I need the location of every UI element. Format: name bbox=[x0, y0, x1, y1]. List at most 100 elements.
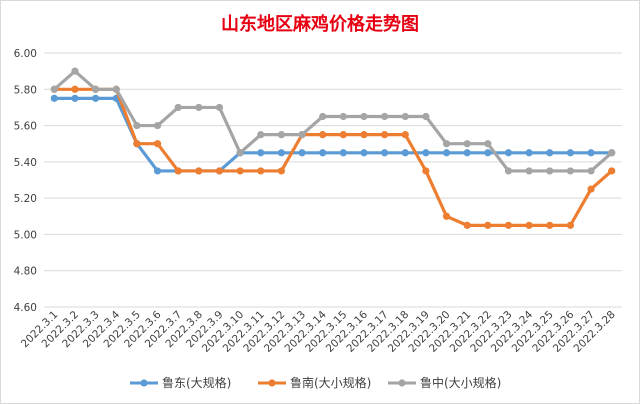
data-point bbox=[442, 212, 451, 220]
data-point bbox=[422, 112, 430, 121]
data-point bbox=[546, 149, 554, 157]
data-point bbox=[277, 131, 285, 139]
legend-swatch-marker bbox=[140, 379, 148, 387]
y-tick-label: 5.40 bbox=[14, 157, 37, 169]
legend-item: 鲁东(大规格) bbox=[130, 375, 231, 390]
data-point bbox=[401, 112, 409, 121]
y-tick-label: 5.60 bbox=[14, 121, 37, 133]
data-point bbox=[381, 149, 389, 157]
gridlines bbox=[44, 52, 622, 308]
data-point bbox=[298, 131, 306, 139]
data-point bbox=[174, 167, 182, 175]
data-point bbox=[525, 167, 533, 175]
data-point bbox=[401, 131, 409, 139]
y-axis-ticks: 6.00 5.80 5.60 5.40 5.20 5.00 4.80 4.60 bbox=[14, 48, 37, 314]
data-point bbox=[50, 85, 58, 93]
legend-swatch-marker bbox=[268, 379, 276, 387]
legend-item: 鲁中(大小规格) bbox=[388, 375, 501, 390]
data-point bbox=[319, 131, 327, 139]
data-point bbox=[112, 85, 120, 93]
data-point bbox=[587, 149, 595, 157]
data-point bbox=[360, 112, 368, 121]
data-point bbox=[92, 94, 100, 102]
data-point bbox=[236, 167, 244, 175]
data-point bbox=[153, 121, 162, 130]
data-point bbox=[546, 167, 554, 175]
data-point bbox=[339, 112, 347, 121]
data-point bbox=[71, 67, 79, 75]
series-line bbox=[52, 96, 614, 173]
data-point bbox=[422, 167, 430, 175]
x-axis-ticks: 2022.3.12022.3.22022.3.32022.3.42022.3.5… bbox=[19, 308, 618, 355]
data-point bbox=[257, 167, 265, 175]
series-line bbox=[52, 87, 614, 227]
data-point bbox=[484, 149, 492, 157]
data-point bbox=[298, 149, 306, 157]
data-point bbox=[257, 149, 265, 157]
series-2 bbox=[50, 85, 616, 229]
data-point bbox=[401, 149, 409, 157]
data-point bbox=[277, 167, 285, 175]
series-3 bbox=[50, 67, 616, 175]
data-point bbox=[463, 221, 471, 229]
legend-label: 鲁东(大规格) bbox=[162, 375, 231, 390]
data-point bbox=[566, 221, 574, 229]
data-point bbox=[50, 94, 58, 102]
data-point bbox=[195, 167, 203, 175]
data-point bbox=[422, 149, 430, 157]
data-point bbox=[608, 167, 616, 175]
legend-swatch-marker bbox=[398, 379, 406, 387]
data-point bbox=[360, 149, 368, 157]
data-point bbox=[215, 103, 224, 112]
y-tick-label: 5.20 bbox=[14, 193, 37, 205]
data-point bbox=[608, 149, 616, 157]
data-point bbox=[133, 121, 141, 130]
data-point bbox=[525, 149, 533, 157]
series-line bbox=[52, 69, 614, 173]
data-point bbox=[587, 185, 595, 193]
data-point bbox=[484, 140, 492, 148]
data-point bbox=[71, 85, 79, 93]
data-point bbox=[484, 221, 492, 229]
legend-item: 鲁南(大小规格) bbox=[258, 375, 371, 390]
data-point bbox=[587, 167, 595, 175]
y-tick-label: 4.60 bbox=[14, 302, 37, 314]
data-point bbox=[195, 103, 203, 112]
series-lines bbox=[50, 67, 616, 229]
data-point bbox=[153, 167, 162, 175]
data-point bbox=[381, 131, 389, 139]
data-point bbox=[360, 131, 368, 139]
data-point bbox=[566, 167, 574, 175]
data-point bbox=[133, 140, 141, 148]
legend-label: 鲁南(大小规格) bbox=[290, 375, 371, 390]
legend-label: 鲁中(大小规格) bbox=[420, 375, 501, 390]
data-point bbox=[277, 149, 285, 157]
data-point bbox=[442, 140, 451, 148]
data-point bbox=[236, 149, 244, 157]
y-tick-label: 5.00 bbox=[14, 229, 37, 241]
data-point bbox=[525, 221, 533, 229]
data-point bbox=[71, 94, 79, 102]
y-tick-label: 5.80 bbox=[14, 84, 37, 96]
series-1 bbox=[50, 94, 616, 175]
data-point bbox=[504, 149, 513, 157]
chart-title: 山东地区麻鸡价格走势图 bbox=[221, 14, 419, 35]
y-tick-label: 6.00 bbox=[14, 48, 37, 60]
data-point bbox=[504, 221, 513, 229]
data-point bbox=[319, 112, 327, 121]
data-point bbox=[153, 140, 162, 148]
data-point bbox=[566, 149, 574, 157]
data-point bbox=[92, 85, 100, 93]
data-point bbox=[174, 103, 182, 112]
y-tick-label: 4.80 bbox=[14, 266, 37, 278]
data-point bbox=[442, 149, 451, 157]
data-point bbox=[504, 167, 513, 175]
data-point bbox=[339, 149, 347, 157]
data-point bbox=[463, 149, 471, 157]
data-point bbox=[546, 221, 554, 229]
data-point bbox=[463, 140, 471, 148]
data-point bbox=[215, 167, 224, 175]
data-point bbox=[257, 131, 265, 139]
